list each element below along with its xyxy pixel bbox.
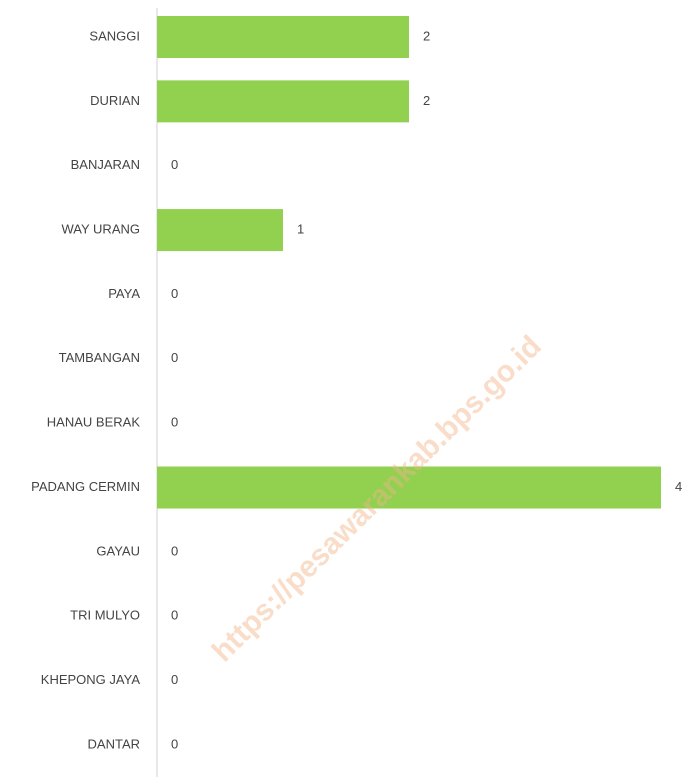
value-label: 2 — [423, 93, 430, 108]
value-label: 1 — [297, 222, 304, 237]
bar — [157, 80, 409, 123]
category-label: WAY URANG — [62, 222, 141, 237]
category-label: HANAU BERAK — [47, 415, 141, 430]
value-label: 0 — [171, 672, 178, 687]
category-label: SANGGI — [89, 28, 140, 43]
value-label: 0 — [171, 543, 178, 558]
category-label: PAYA — [108, 286, 140, 301]
value-label: 0 — [171, 157, 178, 172]
value-label: 2 — [423, 28, 430, 43]
value-label: 0 — [171, 736, 178, 751]
value-label: 0 — [171, 286, 178, 301]
bar — [157, 209, 283, 252]
value-label: 4 — [675, 479, 682, 494]
value-label: 0 — [171, 608, 178, 623]
category-label: KHEPONG JAYA — [41, 672, 141, 687]
category-label: GAYAU — [96, 543, 140, 558]
category-label: DANTAR — [88, 736, 140, 751]
value-label: 0 — [171, 415, 178, 430]
value-label: 0 — [171, 350, 178, 365]
category-label: BANJARAN — [71, 157, 140, 172]
bar — [157, 466, 661, 509]
bar — [157, 16, 409, 58]
category-label: TRI MULYO — [70, 608, 140, 623]
category-label: TAMBANGAN — [59, 350, 140, 365]
category-label: PADANG CERMIN — [31, 479, 140, 494]
category-label: DURIAN — [90, 93, 140, 108]
